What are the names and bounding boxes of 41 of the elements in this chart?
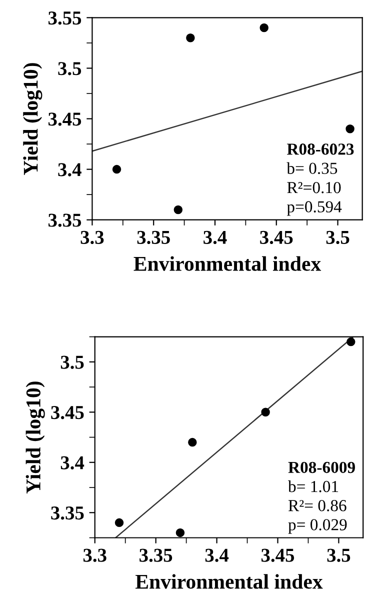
x-tick-label: 3.35 (137, 230, 170, 244)
y-axis-title: Yield (log10) (26, 382, 45, 494)
annotation: p= 0.029 (288, 519, 347, 534)
annotation: b= 0.35 (286, 162, 338, 174)
annotation: R²= 0.86 (288, 500, 346, 512)
annotation: p=0.594 (286, 201, 342, 216)
x-tick-label: 3.4 (204, 230, 227, 244)
x-tick-label: 3.5 (326, 230, 350, 244)
x-axis-title: Environmental index (134, 256, 322, 271)
y-tick-label: 3.35 (48, 214, 82, 227)
annotation: R08-6023 (286, 144, 354, 155)
x-tick-label: 3.3 (83, 548, 106, 562)
point (186, 34, 195, 42)
x-tick-label: 3.5 (327, 548, 350, 562)
y-tick-label: 3.45 (51, 406, 84, 420)
point (174, 205, 183, 214)
annotation: R08-6009 (288, 462, 355, 474)
y-tick-label: 3.45 (48, 112, 82, 126)
y-axis-title: Yield (log10) (23, 63, 42, 175)
y-tick-label: 3.4 (60, 456, 84, 470)
x-tick-label: 3.3 (80, 230, 104, 244)
point (346, 124, 354, 134)
y-tick-label: 3.35 (51, 506, 84, 520)
point (188, 438, 197, 447)
y-tick-label: 3.5 (60, 356, 84, 369)
y-tick-label: 3.55 (48, 12, 82, 25)
annotation: R²=0.10 (287, 182, 341, 194)
point (114, 518, 124, 528)
point (260, 23, 268, 32)
y-tick-label: 3.4 (58, 163, 82, 176)
point (112, 164, 122, 174)
point (176, 528, 185, 538)
point (261, 408, 270, 417)
x-tick-label: 3.45 (261, 548, 294, 562)
x-tick-label: 3.4 (205, 548, 229, 562)
point (346, 337, 356, 346)
annotation: b= 1.01 (288, 480, 338, 492)
x-tick-label: 3.35 (140, 548, 172, 562)
x-tick-label: 3.45 (260, 230, 293, 244)
y-tick-label: 3.5 (58, 62, 82, 76)
x-axis-title: Environmental index (135, 574, 323, 589)
